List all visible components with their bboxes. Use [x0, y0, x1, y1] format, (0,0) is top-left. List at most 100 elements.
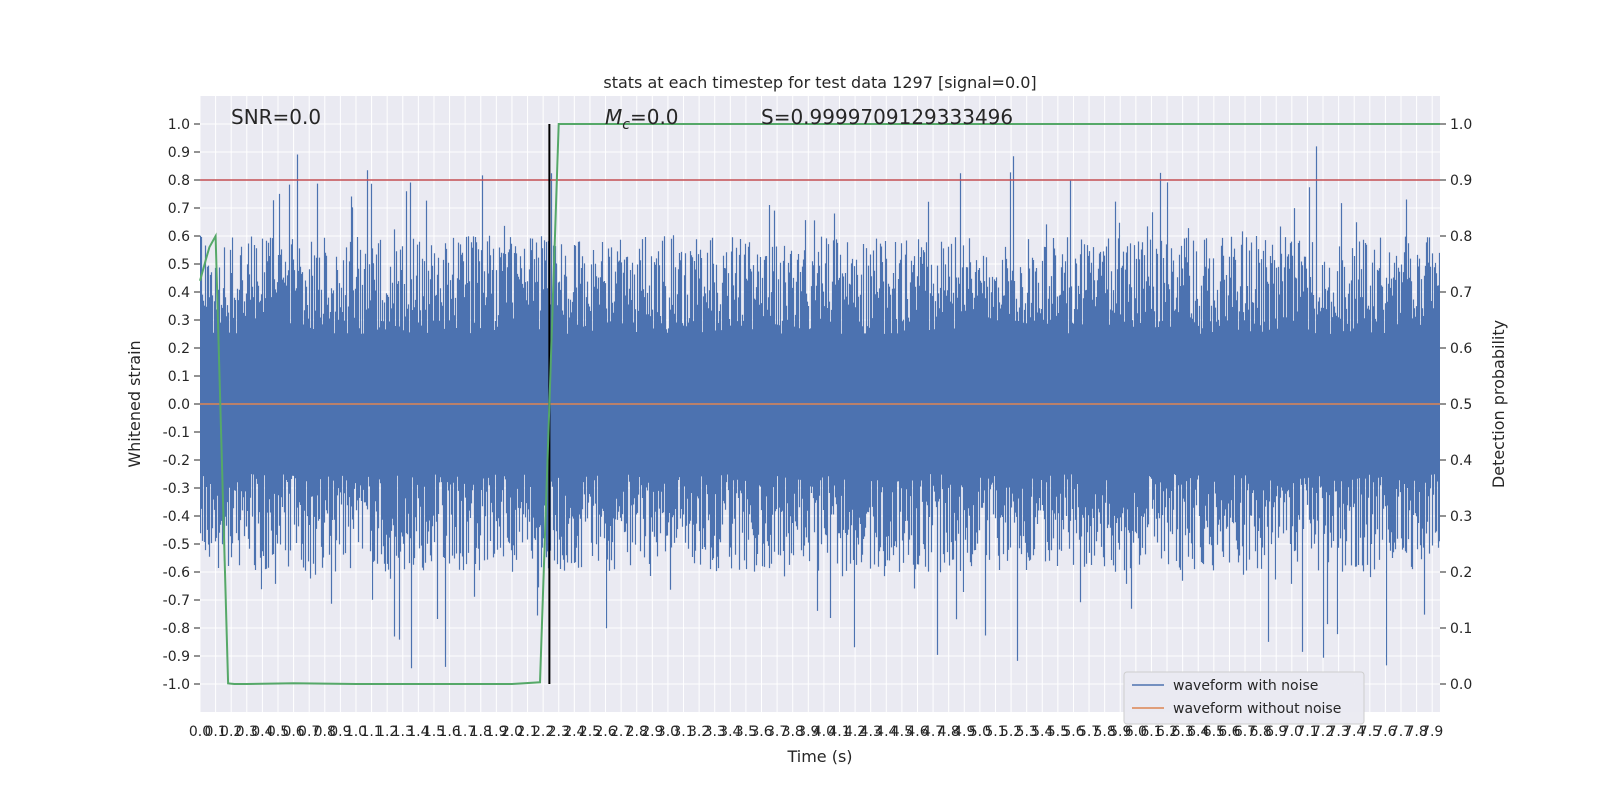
snr-annotation: SNR=0.0: [231, 105, 321, 129]
x-tick-label: 4.1: [828, 724, 850, 740]
y-tick-label: -0.1: [163, 425, 190, 441]
x-tick-label: 0.5: [267, 724, 289, 740]
x-tick-label: 7.5: [1359, 724, 1381, 740]
x-tick-label: 5.6: [1062, 724, 1084, 740]
x-tick-label: 4.9: [953, 724, 975, 740]
x-tick-label: 2.3: [548, 724, 570, 740]
x-tick-label: 4.8: [938, 724, 960, 740]
x-tick-label: 7.7: [1390, 724, 1412, 740]
x-tick-label: 7.2: [1312, 724, 1334, 740]
mc-annotation: Mc=0.0: [605, 105, 679, 133]
x-tick-label: 3.7: [766, 724, 788, 740]
x-tick-label: 2.9: [641, 724, 663, 740]
x-tick-label: 1.0: [345, 724, 367, 740]
mc-subscript: c: [622, 117, 630, 133]
x-tick-label: 6.5: [1203, 724, 1225, 740]
x-tick-label: 1.5: [423, 724, 445, 740]
x-tick-labels: 0.00.10.20.30.40.50.60.70.80.91.01.11.21…: [189, 724, 1443, 740]
x-tick-label: 2.0: [501, 724, 523, 740]
x-tick-label: 0.3: [236, 724, 258, 740]
y-right-tick-label: 0.4: [1450, 453, 1472, 469]
y-tick-label: -0.8: [163, 621, 190, 637]
x-tick-label: 3.2: [688, 724, 710, 740]
x-tick-label: 6.8: [1249, 724, 1271, 740]
x-tick-label: 4.0: [813, 724, 835, 740]
mc-symbol: M: [605, 105, 622, 129]
x-tick-label: 1.4: [407, 724, 429, 740]
x-tick-label: 0.7: [298, 724, 320, 740]
x-tick-label: 6.6: [1218, 724, 1240, 740]
x-tick-label: 3.6: [750, 724, 772, 740]
y-right-tick-label: 0.8: [1450, 229, 1472, 245]
y-tick-labels: 1.0 0.9 0.8 0.7 0.6 0.5 0.4 0.3 0.2 0.1 0.0 -0.1 -0.…: [163, 117, 200, 693]
x-tick-label: 7.8: [1405, 724, 1427, 740]
x-tick-label: 1.1: [360, 724, 382, 740]
y-right-tick-label: 0.9: [1450, 173, 1472, 189]
legend: waveform with noise waveform without noi…: [1123, 671, 1365, 725]
x-tick-label: 6.9: [1265, 724, 1287, 740]
x-tick-label: 2.5: [579, 724, 601, 740]
x-tick-label: 3.4: [719, 724, 741, 740]
legend-label-noise: waveform with noise: [1173, 678, 1318, 694]
y-tick-label: 0.0: [168, 397, 190, 413]
y-right-tick-label: 1.0: [1450, 117, 1472, 133]
x-tick-label: 3.5: [735, 724, 757, 740]
x-tick-label: 6.1: [1140, 724, 1162, 740]
x-tick-label: 4.4: [875, 724, 897, 740]
x-tick-label: 4.3: [860, 724, 882, 740]
x-tick-label: 7.1: [1296, 724, 1318, 740]
x-tick-label: 0.9: [329, 724, 351, 740]
y-tick-label: -1.0: [163, 677, 190, 693]
x-tick-label: 5.9: [1109, 724, 1131, 740]
x-tick-label: 7.4: [1343, 724, 1365, 740]
y-right-tick-label: 0.2: [1450, 565, 1472, 581]
x-tick-label: 5.0: [969, 724, 991, 740]
x-tick-label: 3.8: [782, 724, 804, 740]
x-tick-label: 5.8: [1094, 724, 1116, 740]
x-tick-label: 5.1: [984, 724, 1006, 740]
x-tick-label: 5.4: [1031, 724, 1053, 740]
x-tick-label: 1.2: [376, 724, 398, 740]
y-tick-label: -0.6: [163, 565, 190, 581]
x-tick-label: 6.3: [1172, 724, 1194, 740]
x-axis-label: Time (s): [786, 747, 852, 766]
x-tick-label: 2.2: [532, 724, 554, 740]
y-tick-label: -0.3: [163, 481, 190, 497]
x-tick-label: 2.6: [594, 724, 616, 740]
x-tick-label: 1.9: [485, 724, 507, 740]
x-tick-label: 6.7: [1234, 724, 1256, 740]
y-tick-label: -0.2: [163, 453, 190, 469]
x-tick-label: 2.4: [563, 724, 585, 740]
x-tick-label: 3.0: [657, 724, 679, 740]
x-tick-label: 4.7: [922, 724, 944, 740]
x-tick-label: 2.7: [610, 724, 632, 740]
x-tick-label: 7.3: [1327, 724, 1349, 740]
x-tick-label: 5.5: [1047, 724, 1069, 740]
y-tick-label: -0.5: [163, 537, 190, 553]
x-tick-label: 5.3: [1016, 724, 1038, 740]
y-tick-label: 0.5: [168, 257, 190, 273]
x-tick-label: 4.2: [844, 724, 866, 740]
y-right-axis-label: Detection probability: [1489, 320, 1508, 488]
x-tick-label: 1.6: [438, 724, 460, 740]
y-tick-label: 0.6: [168, 229, 190, 245]
y-right-tick-label: 0.3: [1450, 509, 1472, 525]
x-tick-label: 6.0: [1125, 724, 1147, 740]
x-tick-label: 0.0: [189, 724, 211, 740]
x-tick-label: 3.3: [704, 724, 726, 740]
x-tick-label: 1.3: [392, 724, 414, 740]
y-right-tick-label: 0.1: [1450, 621, 1472, 637]
y-tick-label: -0.9: [163, 649, 190, 665]
x-tick-label: 1.8: [470, 724, 492, 740]
y-tick-label: 0.8: [168, 173, 190, 189]
x-tick-label: 3.9: [797, 724, 819, 740]
y-right-tick-labels: 1.0 0.9 0.8 0.7 0.6 0.5 0.4 0.3 0.2 0.1 0.0: [1440, 117, 1472, 693]
x-tick-label: 2.1: [516, 724, 538, 740]
x-tick-label: 0.8: [314, 724, 336, 740]
x-tick-label: 0.4: [251, 724, 273, 740]
y-axis-label: Whitened strain: [125, 340, 144, 467]
x-tick-label: 7.6: [1374, 724, 1396, 740]
y-right-tick-label: 0.0: [1450, 677, 1472, 693]
x-tick-label: 0.6: [282, 724, 304, 740]
